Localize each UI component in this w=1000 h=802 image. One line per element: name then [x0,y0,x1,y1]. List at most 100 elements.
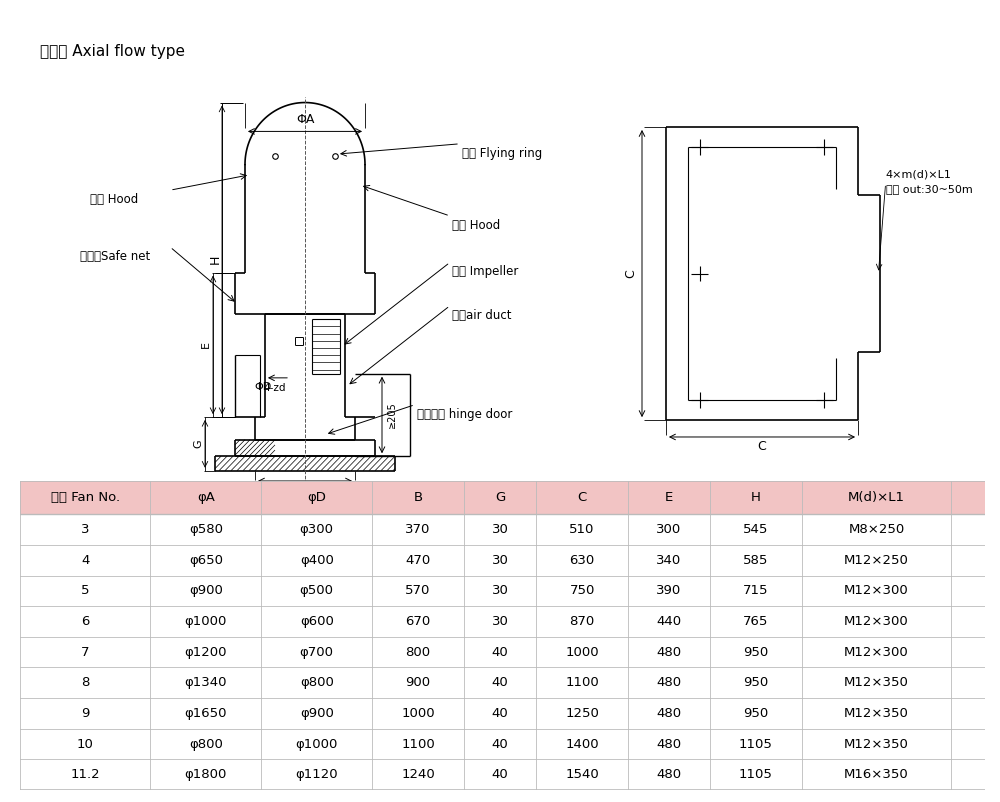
Text: M16×350: M16×350 [844,768,909,781]
Text: 715: 715 [743,585,769,597]
Text: 11.2: 11.2 [70,768,100,781]
Text: 950: 950 [743,676,768,689]
Text: ≥205: ≥205 [387,402,397,428]
Text: 3: 3 [81,523,89,536]
Text: φ600: φ600 [300,615,334,628]
Text: φ1000: φ1000 [185,615,227,628]
Text: 1000: 1000 [565,646,599,658]
Text: 30: 30 [492,585,509,597]
Text: C: C [577,491,587,504]
Text: 765: 765 [743,615,768,628]
Text: M(d)×L1: M(d)×L1 [848,491,905,504]
Text: M8×250: M8×250 [848,523,905,536]
Text: M12×300: M12×300 [844,615,909,628]
Text: φ500: φ500 [300,585,334,597]
Text: 7: 7 [81,646,89,658]
Text: 1540: 1540 [565,768,599,781]
Text: ΦA: ΦA [296,113,314,126]
Text: 40: 40 [492,768,508,781]
Text: 1105: 1105 [739,738,773,751]
Text: C: C [758,440,766,453]
Text: 1100: 1100 [401,738,435,751]
Text: φ300: φ300 [300,523,334,536]
Text: 480: 480 [656,707,682,720]
Text: 安全网Safe net: 安全网Safe net [80,250,150,263]
Text: φ1800: φ1800 [185,768,227,781]
Text: ΦD: ΦD [255,382,272,392]
Text: 40: 40 [492,707,508,720]
Text: φ800: φ800 [189,738,223,751]
Text: E: E [201,342,211,348]
Text: φ800: φ800 [300,676,334,689]
Text: 510: 510 [569,523,595,536]
Text: 轴流式 Axial flow type: 轴流式 Axial flow type [40,44,185,59]
Text: 570: 570 [405,585,431,597]
Text: 1105: 1105 [739,768,773,781]
Text: G: G [495,491,505,504]
Text: 吸环 Flying ring: 吸环 Flying ring [462,147,542,160]
Text: 950: 950 [743,707,768,720]
Text: 670: 670 [405,615,431,628]
Text: C: C [624,269,637,278]
Text: M12×350: M12×350 [844,738,909,751]
Text: 750: 750 [569,585,595,597]
Text: 30: 30 [492,523,509,536]
Text: 300: 300 [656,523,682,536]
Text: H: H [751,491,761,504]
Text: 叶轮 Impeller: 叶轮 Impeller [452,265,518,278]
Text: 545: 545 [743,523,768,536]
Text: 585: 585 [743,553,768,567]
Text: φ400: φ400 [300,553,334,567]
Text: φ1200: φ1200 [185,646,227,658]
Text: 480: 480 [656,738,682,751]
Text: 30: 30 [492,615,509,628]
Text: 1000: 1000 [401,707,435,720]
Text: 1240: 1240 [401,768,435,781]
Text: 9: 9 [81,707,89,720]
Text: 8: 8 [81,676,89,689]
Text: 1100: 1100 [565,676,599,689]
Text: 风帽 Hood: 风帽 Hood [90,193,138,206]
Text: 40: 40 [492,646,508,658]
Text: 5: 5 [81,585,89,597]
Text: M12×350: M12×350 [844,707,909,720]
Text: φ700: φ700 [300,646,334,658]
Text: M12×300: M12×300 [844,585,909,597]
Text: 480: 480 [656,646,682,658]
Text: 480: 480 [656,768,682,781]
Text: 机号 Fan No.: 机号 Fan No. [51,491,120,504]
Text: 900: 900 [406,676,431,689]
Text: 30: 30 [492,553,509,567]
Text: 390: 390 [656,585,682,597]
Text: 470: 470 [405,553,431,567]
Text: φ900: φ900 [189,585,223,597]
Text: φ580: φ580 [189,523,223,536]
Text: 风帽 Hood: 风帽 Hood [452,219,500,232]
Text: 40: 40 [492,676,508,689]
Text: 370: 370 [405,523,431,536]
Text: M12×350: M12×350 [844,676,909,689]
Text: 活页风门 hinge door: 活页风门 hinge door [417,407,512,421]
Text: 风筒air duct: 风筒air duct [452,309,512,322]
Text: 4: 4 [81,553,89,567]
Text: 露出 out:30~50m: 露出 out:30~50m [886,184,972,194]
Text: 40: 40 [492,738,508,751]
Text: 870: 870 [569,615,595,628]
Text: M12×300: M12×300 [844,646,909,658]
Text: 480: 480 [656,676,682,689]
Text: 440: 440 [656,615,682,628]
Text: 630: 630 [569,553,595,567]
Text: 950: 950 [743,646,768,658]
Text: φ1340: φ1340 [185,676,227,689]
Text: B: B [414,491,423,504]
Text: 10: 10 [77,738,94,751]
Text: 1250: 1250 [565,707,599,720]
Text: 800: 800 [406,646,431,658]
Text: 4×m(d)×L1: 4×m(d)×L1 [886,170,951,180]
Text: 4-zd: 4-zd [263,383,286,393]
Text: 6: 6 [81,615,89,628]
Text: φ1000: φ1000 [296,738,338,751]
Text: φ900: φ900 [300,707,334,720]
Text: φ1650: φ1650 [185,707,227,720]
Text: G: G [193,439,203,448]
